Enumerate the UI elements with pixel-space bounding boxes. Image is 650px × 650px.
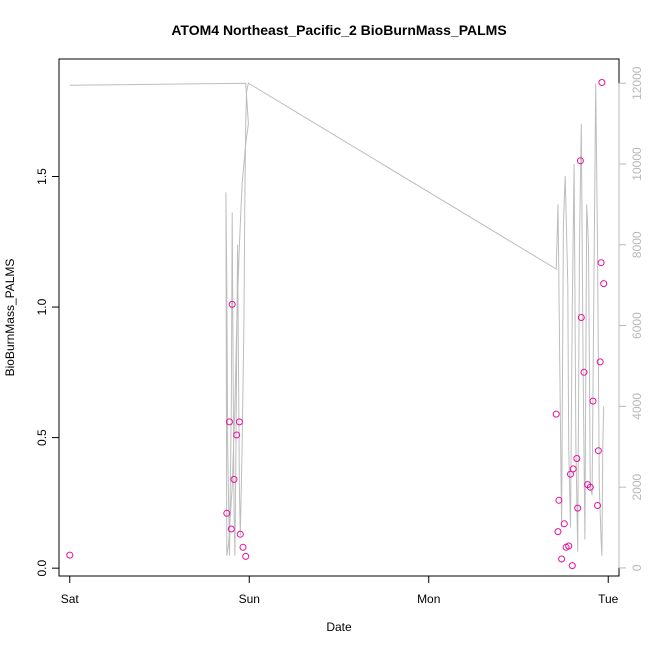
y-tick-label-left: 0.0 xyxy=(35,560,49,577)
x-axis-label: Date xyxy=(326,620,352,634)
data-point xyxy=(223,509,231,517)
y-tick-label-left: 1.0 xyxy=(35,298,49,315)
data-point xyxy=(558,555,566,563)
data-point xyxy=(560,520,568,528)
data-point xyxy=(580,368,588,376)
data-point xyxy=(554,528,562,536)
series-layer xyxy=(66,79,608,570)
y-axis-right: 0 2000 4000 6000 8000 10000 12000 xyxy=(618,66,644,571)
y-tick-label-left: 1.5 xyxy=(35,168,49,185)
y-axis-left: 0.0 0.5 1.0 1.5 xyxy=(35,168,60,577)
y-tick-label-right: 10000 xyxy=(630,147,644,181)
x-tick-label: Sat xyxy=(61,592,80,606)
data-point xyxy=(555,496,563,504)
data-point xyxy=(576,157,584,165)
secondary-series-line xyxy=(69,82,605,556)
data-point xyxy=(228,300,236,308)
data-point xyxy=(235,418,243,426)
data-point xyxy=(569,465,577,473)
x-tick-label: Tue xyxy=(598,592,619,606)
x-tick-label: Sun xyxy=(239,592,260,606)
y-tick-label-right: 4000 xyxy=(630,393,644,420)
data-point xyxy=(594,447,602,455)
data-point xyxy=(594,502,601,509)
data-point xyxy=(596,358,604,366)
y-axis-label: BioBurnMass_PALMS xyxy=(3,259,17,377)
y-tick-label-right: 6000 xyxy=(630,312,644,339)
data-point xyxy=(239,543,247,551)
data-point xyxy=(227,525,235,533)
y-tick-label-left: 0.5 xyxy=(35,429,49,446)
data-point xyxy=(565,542,573,550)
data-point xyxy=(552,410,560,418)
y-tick-label-right: 12000 xyxy=(630,66,644,100)
x-tick-label: Mon xyxy=(417,592,440,606)
x-axis: Sat Sun Mon Tue xyxy=(61,575,619,606)
data-point xyxy=(574,504,582,512)
data-point xyxy=(598,79,606,86)
data-point xyxy=(230,475,238,483)
data-point xyxy=(597,259,605,267)
data-point xyxy=(589,397,597,405)
plot-frame xyxy=(58,58,620,577)
data-point xyxy=(567,470,574,478)
data-point xyxy=(226,418,233,426)
data-point xyxy=(577,314,585,321)
data-point xyxy=(236,530,244,538)
data-point xyxy=(600,280,608,288)
y-tick-label-right: 2000 xyxy=(630,473,644,500)
y-tick-label-right: 8000 xyxy=(630,231,644,258)
data-point xyxy=(66,551,74,559)
data-point xyxy=(573,455,581,462)
data-point xyxy=(233,431,241,439)
chart-title: ATOM4 Northeast_Pacific_2 BioBurnMass_PA… xyxy=(171,22,506,38)
data-point xyxy=(242,552,250,560)
y-tick-label-right: 0 xyxy=(630,564,644,571)
data-point xyxy=(586,483,594,491)
data-point xyxy=(568,562,576,570)
